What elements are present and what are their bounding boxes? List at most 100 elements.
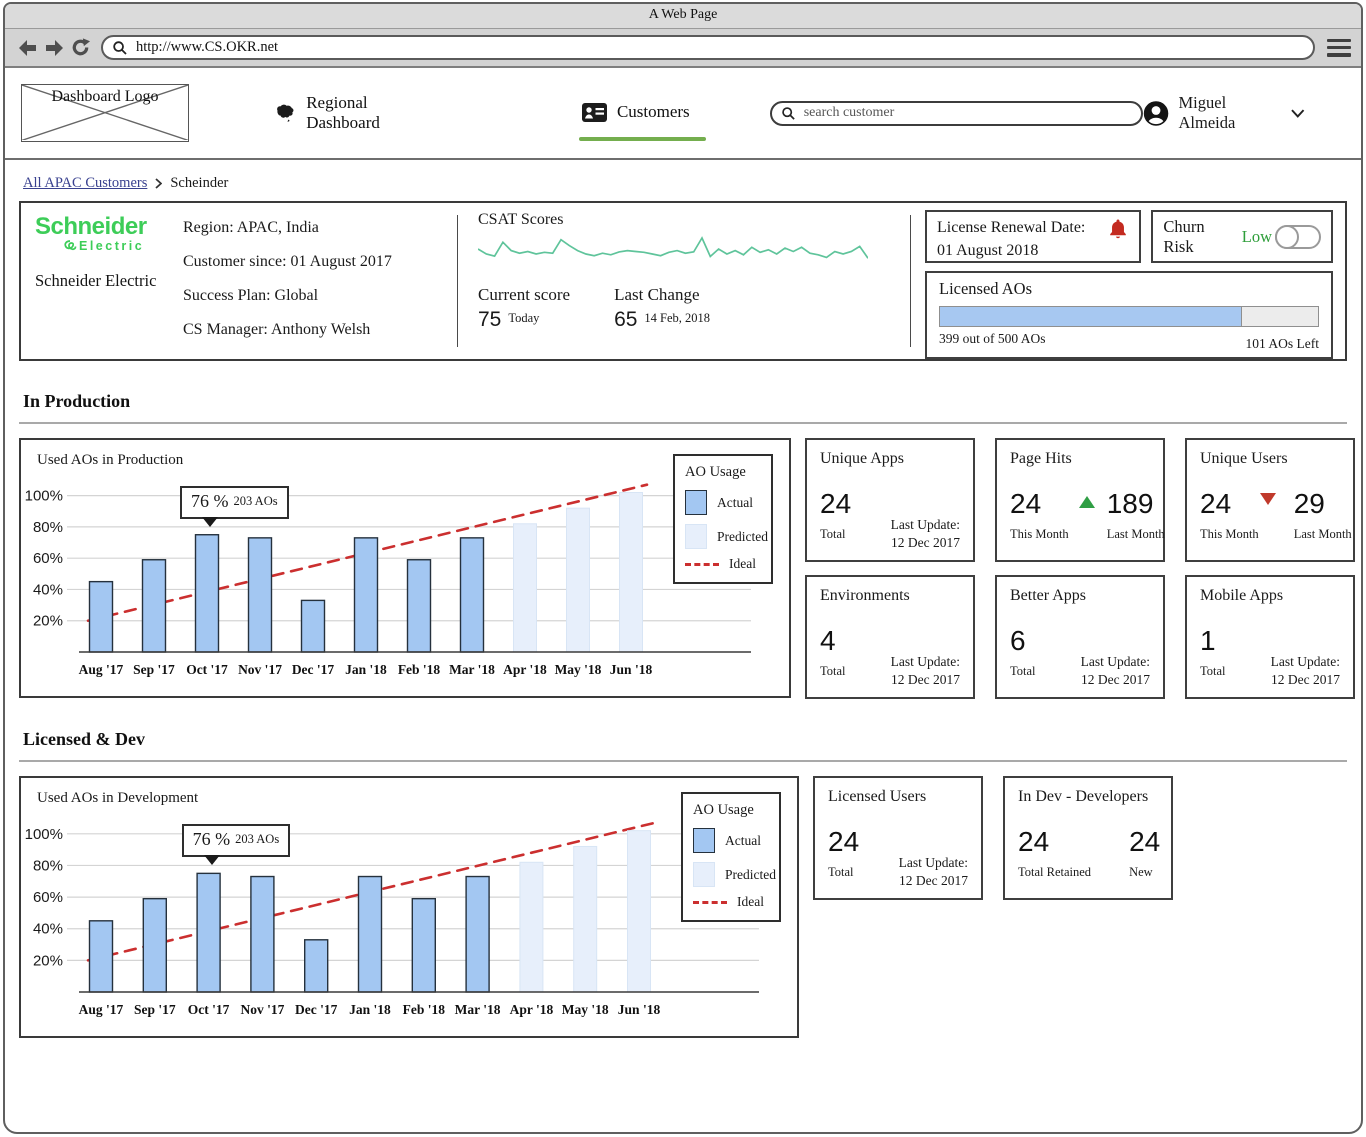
last-update: Last Update: 12 Dec 2017 bbox=[1081, 653, 1150, 689]
window-title: A Web Page bbox=[5, 7, 1361, 23]
churn-toggle[interactable] bbox=[1275, 225, 1321, 249]
divider bbox=[910, 215, 911, 347]
last-update: Last Update: 12 Dec 2017 bbox=[891, 653, 960, 689]
chart-legend: AO UsageActualPredictedIdeal bbox=[681, 792, 781, 922]
svg-text:Mar '18: Mar '18 bbox=[449, 662, 495, 677]
legend-item-actual: Actual bbox=[685, 490, 761, 515]
tooltip-pointer-icon bbox=[202, 517, 218, 527]
forward-button[interactable] bbox=[41, 36, 67, 60]
production-chart-panel: Used AOs in Production 20%40%60%80%100%A… bbox=[19, 438, 791, 698]
card-environments: Environments 4 Total Last Update: 12 Dec… bbox=[805, 575, 975, 699]
svg-text:Sep '17: Sep '17 bbox=[133, 662, 175, 677]
aos-remaining-label: 101 AOs Left bbox=[1246, 336, 1320, 352]
ideal-dash-icon bbox=[685, 563, 719, 566]
legend-item-ideal: Ideal bbox=[693, 894, 769, 910]
environments-value: 4 bbox=[820, 627, 846, 655]
svg-text:80%: 80% bbox=[33, 519, 63, 536]
csat-last-change: Last Change 65 14 Feb, 2018 bbox=[614, 285, 710, 330]
nav-customers-label: Customers bbox=[617, 102, 690, 122]
svg-text:100%: 100% bbox=[25, 826, 63, 843]
svg-text:Jun '18: Jun '18 bbox=[610, 662, 653, 677]
svg-text:40%: 40% bbox=[33, 921, 63, 938]
id-card-icon bbox=[581, 102, 608, 123]
browser-titlebar: A Web Page bbox=[5, 4, 1361, 29]
section-heading-production: In Production bbox=[23, 391, 1347, 412]
breadcrumb-current: Scheinder bbox=[170, 175, 228, 192]
svg-text:Nov '17: Nov '17 bbox=[240, 1002, 284, 1017]
url-input[interactable] bbox=[134, 38, 1304, 57]
menu-button[interactable] bbox=[1327, 39, 1351, 57]
bell-icon[interactable] bbox=[1107, 218, 1129, 242]
churn-risk-label: Churn Risk bbox=[1163, 217, 1238, 257]
toggle-knob bbox=[1275, 225, 1299, 249]
svg-text:Apr '18: Apr '18 bbox=[510, 1002, 554, 1017]
browser-window: A Web Page bbox=[3, 2, 1363, 1134]
csat-section: CSAT Scores Current score 75 Today Last … bbox=[468, 203, 900, 359]
card-better-apps: Better Apps 6 Total Last Update: 12 Dec … bbox=[995, 575, 1165, 699]
svg-text:May '18: May '18 bbox=[562, 1002, 609, 1017]
trend-down-icon bbox=[1260, 493, 1276, 505]
svg-text:80%: 80% bbox=[33, 857, 63, 874]
predicted-swatch-icon bbox=[685, 524, 707, 549]
mobile-apps-value: 1 bbox=[1200, 627, 1226, 655]
card-licensed-users: Licensed Users 24 Total Last Update: 12 … bbox=[813, 776, 983, 900]
detail-cs-manager: CS Manager: Anthony Welsh bbox=[183, 313, 447, 347]
legend-item-predicted: Predicted bbox=[685, 524, 761, 549]
refresh-button[interactable] bbox=[67, 36, 93, 60]
customer-search[interactable] bbox=[770, 101, 1144, 126]
user-menu[interactable]: Miguel Almeida bbox=[1143, 93, 1305, 133]
nav-item-regional-dashboard[interactable]: Regional Dashboard bbox=[274, 93, 441, 133]
tooltip-pointer-icon bbox=[204, 855, 220, 865]
csat-sparkline bbox=[478, 233, 868, 279]
actual-swatch-icon bbox=[685, 490, 707, 515]
csat-title: CSAT Scores bbox=[478, 211, 894, 229]
refresh-icon bbox=[70, 37, 91, 58]
chart-title: Used AOs in Development bbox=[37, 790, 198, 807]
chevron-down-icon bbox=[1291, 109, 1305, 118]
csat-current-value: 75 bbox=[478, 309, 501, 330]
svg-text:20%: 20% bbox=[33, 952, 63, 969]
avatar bbox=[1143, 100, 1169, 127]
churn-risk-box: Churn Risk Low bbox=[1151, 210, 1333, 263]
back-button[interactable] bbox=[15, 36, 41, 60]
svg-text:100%: 100% bbox=[25, 488, 63, 505]
csat-change-value: 65 bbox=[614, 309, 637, 330]
chevron-right-icon bbox=[155, 178, 162, 189]
card-mobile-apps: Mobile Apps 1 Total Last Update: 12 Dec … bbox=[1185, 575, 1355, 699]
chart-title: Used AOs in Production bbox=[37, 452, 183, 469]
licensed-users-value: 24 bbox=[828, 828, 859, 856]
svg-text:Oct '17: Oct '17 bbox=[186, 662, 228, 677]
svg-text:Feb '18: Feb '18 bbox=[398, 662, 441, 677]
svg-text:Aug '17: Aug '17 bbox=[79, 662, 124, 677]
breadcrumb: All APAC Customers Scheinder bbox=[5, 160, 1361, 192]
predicted-swatch-icon bbox=[693, 862, 715, 887]
trend-up-icon bbox=[1079, 496, 1095, 508]
browser-toolbar bbox=[5, 29, 1361, 68]
ideal-dash-icon bbox=[693, 901, 727, 904]
aos-used-label: 399 out of 500 AOs bbox=[939, 331, 1046, 352]
churn-risk-value: Low bbox=[1242, 227, 1272, 247]
search-input[interactable] bbox=[802, 104, 1133, 122]
svg-text:Feb '18: Feb '18 bbox=[403, 1002, 446, 1017]
page-hits-last-month: 189 bbox=[1107, 490, 1165, 518]
dashboard-logo[interactable]: Dashboard Logo bbox=[21, 84, 189, 142]
nav-item-customers[interactable]: Customers bbox=[581, 102, 690, 125]
svg-text:Oct '17: Oct '17 bbox=[188, 1002, 230, 1017]
in-dev-new: 24 bbox=[1129, 828, 1160, 856]
breadcrumb-link-all-apac[interactable]: All APAC Customers bbox=[23, 175, 147, 192]
chart-tooltip: 76 %203 AOs bbox=[180, 486, 289, 519]
dev-kpi-cards: Licensed Users 24 Total Last Update: 12 … bbox=[813, 776, 1173, 900]
search-icon bbox=[112, 40, 128, 56]
app-header: Dashboard Logo Regional Dashboard Custom… bbox=[5, 68, 1361, 160]
forward-icon bbox=[43, 38, 65, 58]
svg-text:May '18: May '18 bbox=[555, 662, 602, 677]
url-bar[interactable] bbox=[101, 35, 1315, 60]
schneider-logo-sub: Electric bbox=[63, 239, 179, 253]
last-update: Last Update: 12 Dec 2017 bbox=[891, 516, 960, 552]
asia-map-icon bbox=[274, 102, 297, 124]
production-kpi-cards: Unique Apps 24 Total Last Update: 12 Dec… bbox=[805, 438, 1355, 699]
svg-text:Apr '18: Apr '18 bbox=[503, 662, 547, 677]
better-apps-value: 6 bbox=[1010, 627, 1036, 655]
actual-swatch-icon bbox=[693, 828, 715, 853]
svg-text:Dec '17: Dec '17 bbox=[292, 662, 335, 677]
